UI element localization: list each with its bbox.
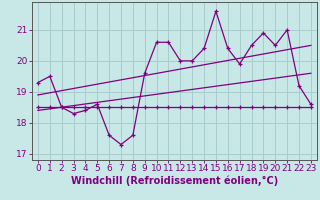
X-axis label: Windchill (Refroidissement éolien,°C): Windchill (Refroidissement éolien,°C) (71, 176, 278, 186)
